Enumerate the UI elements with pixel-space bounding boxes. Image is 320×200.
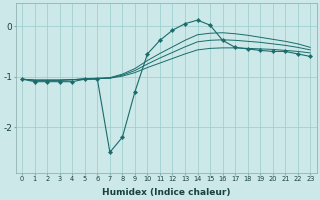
X-axis label: Humidex (Indice chaleur): Humidex (Indice chaleur) [102,188,230,197]
